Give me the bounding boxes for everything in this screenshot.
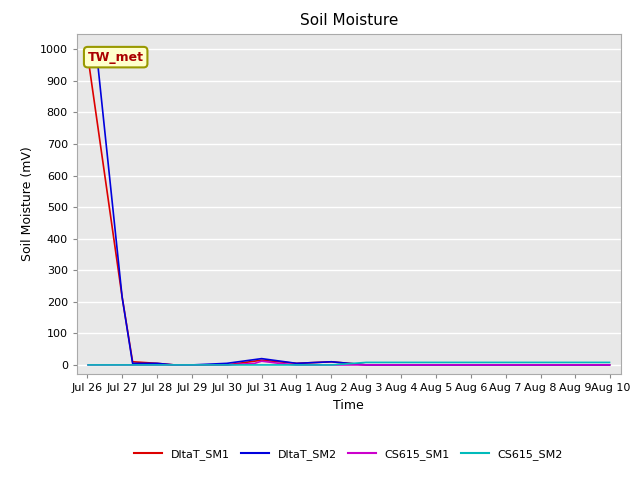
- X-axis label: Time: Time: [333, 399, 364, 412]
- Legend: DltaT_SM1, DltaT_SM2, CS615_SM1, CS615_SM2: DltaT_SM1, DltaT_SM2, CS615_SM1, CS615_S…: [130, 444, 568, 464]
- Text: TW_met: TW_met: [88, 51, 144, 64]
- Title: Soil Moisture: Soil Moisture: [300, 13, 398, 28]
- Y-axis label: Soil Moisture (mV): Soil Moisture (mV): [21, 146, 34, 262]
